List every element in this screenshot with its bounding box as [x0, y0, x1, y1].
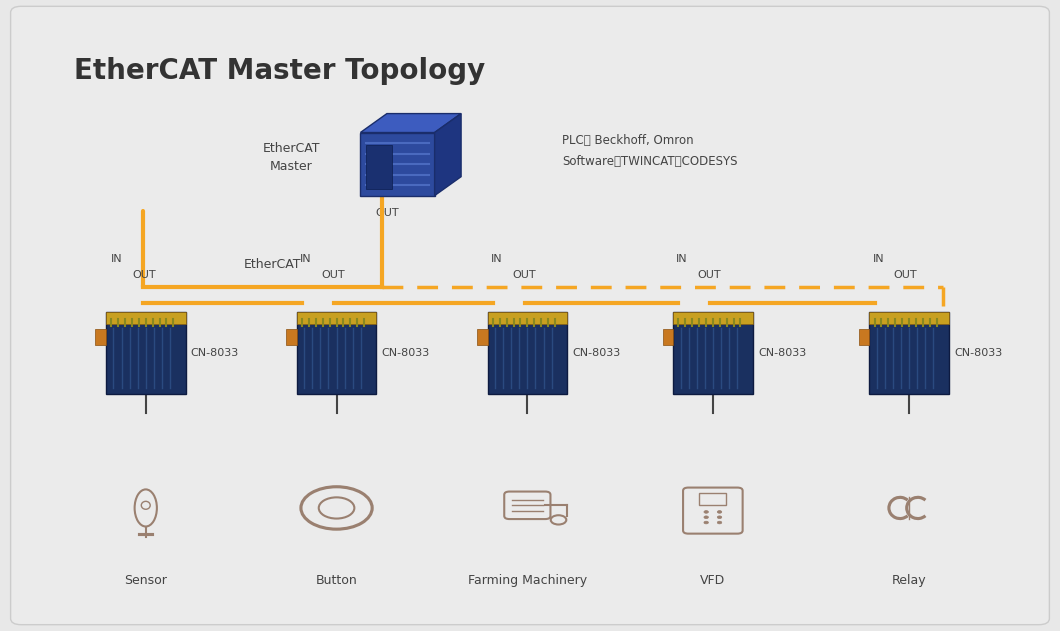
- FancyBboxPatch shape: [673, 312, 753, 394]
- Ellipse shape: [718, 510, 722, 513]
- Text: CN-8033: CN-8033: [382, 348, 430, 358]
- FancyBboxPatch shape: [869, 312, 949, 394]
- Text: OUT: OUT: [894, 269, 917, 280]
- FancyBboxPatch shape: [106, 312, 186, 324]
- FancyBboxPatch shape: [360, 133, 435, 196]
- Text: Button: Button: [316, 574, 357, 587]
- Text: EtherCAT
Master: EtherCAT Master: [263, 142, 320, 174]
- FancyBboxPatch shape: [869, 312, 949, 324]
- Text: IN: IN: [111, 254, 123, 264]
- Text: Farming Machinery: Farming Machinery: [467, 574, 587, 587]
- FancyBboxPatch shape: [488, 312, 567, 324]
- Text: VFD: VFD: [701, 574, 725, 587]
- Polygon shape: [360, 114, 461, 133]
- Text: OUT: OUT: [132, 269, 156, 280]
- Text: Sensor: Sensor: [124, 574, 167, 587]
- FancyBboxPatch shape: [662, 329, 673, 345]
- FancyBboxPatch shape: [95, 329, 106, 345]
- Text: OUT: OUT: [321, 269, 344, 280]
- FancyBboxPatch shape: [477, 329, 488, 345]
- FancyBboxPatch shape: [297, 312, 376, 394]
- Text: IN: IN: [491, 254, 502, 264]
- Text: PLC： Beckhoff, Omron
Software：TWINCAT、CODESYS: PLC： Beckhoff, Omron Software：TWINCAT、CO…: [562, 134, 738, 168]
- Ellipse shape: [718, 521, 722, 524]
- Text: IN: IN: [300, 254, 312, 264]
- FancyBboxPatch shape: [859, 329, 869, 345]
- FancyBboxPatch shape: [286, 329, 297, 345]
- Ellipse shape: [704, 510, 708, 513]
- Text: OUT: OUT: [697, 269, 721, 280]
- FancyBboxPatch shape: [366, 145, 392, 189]
- Text: IN: IN: [872, 254, 884, 264]
- Text: OUT: OUT: [512, 269, 535, 280]
- Text: EtherCAT Master Topology: EtherCAT Master Topology: [74, 57, 485, 85]
- Text: EtherCAT: EtherCAT: [244, 258, 301, 271]
- Text: CN-8033: CN-8033: [191, 348, 240, 358]
- Text: IN: IN: [676, 254, 688, 264]
- FancyBboxPatch shape: [11, 6, 1049, 625]
- FancyBboxPatch shape: [297, 312, 376, 324]
- Polygon shape: [435, 114, 461, 196]
- Text: CN-8033: CN-8033: [954, 348, 1003, 358]
- Ellipse shape: [718, 516, 722, 519]
- FancyBboxPatch shape: [673, 312, 753, 324]
- Text: OUT: OUT: [375, 208, 399, 218]
- FancyBboxPatch shape: [488, 312, 567, 394]
- Ellipse shape: [704, 516, 708, 519]
- Text: CN-8033: CN-8033: [572, 348, 621, 358]
- Text: CN-8033: CN-8033: [758, 348, 807, 358]
- Ellipse shape: [704, 521, 708, 524]
- FancyBboxPatch shape: [106, 312, 186, 394]
- Text: Relay: Relay: [891, 574, 926, 587]
